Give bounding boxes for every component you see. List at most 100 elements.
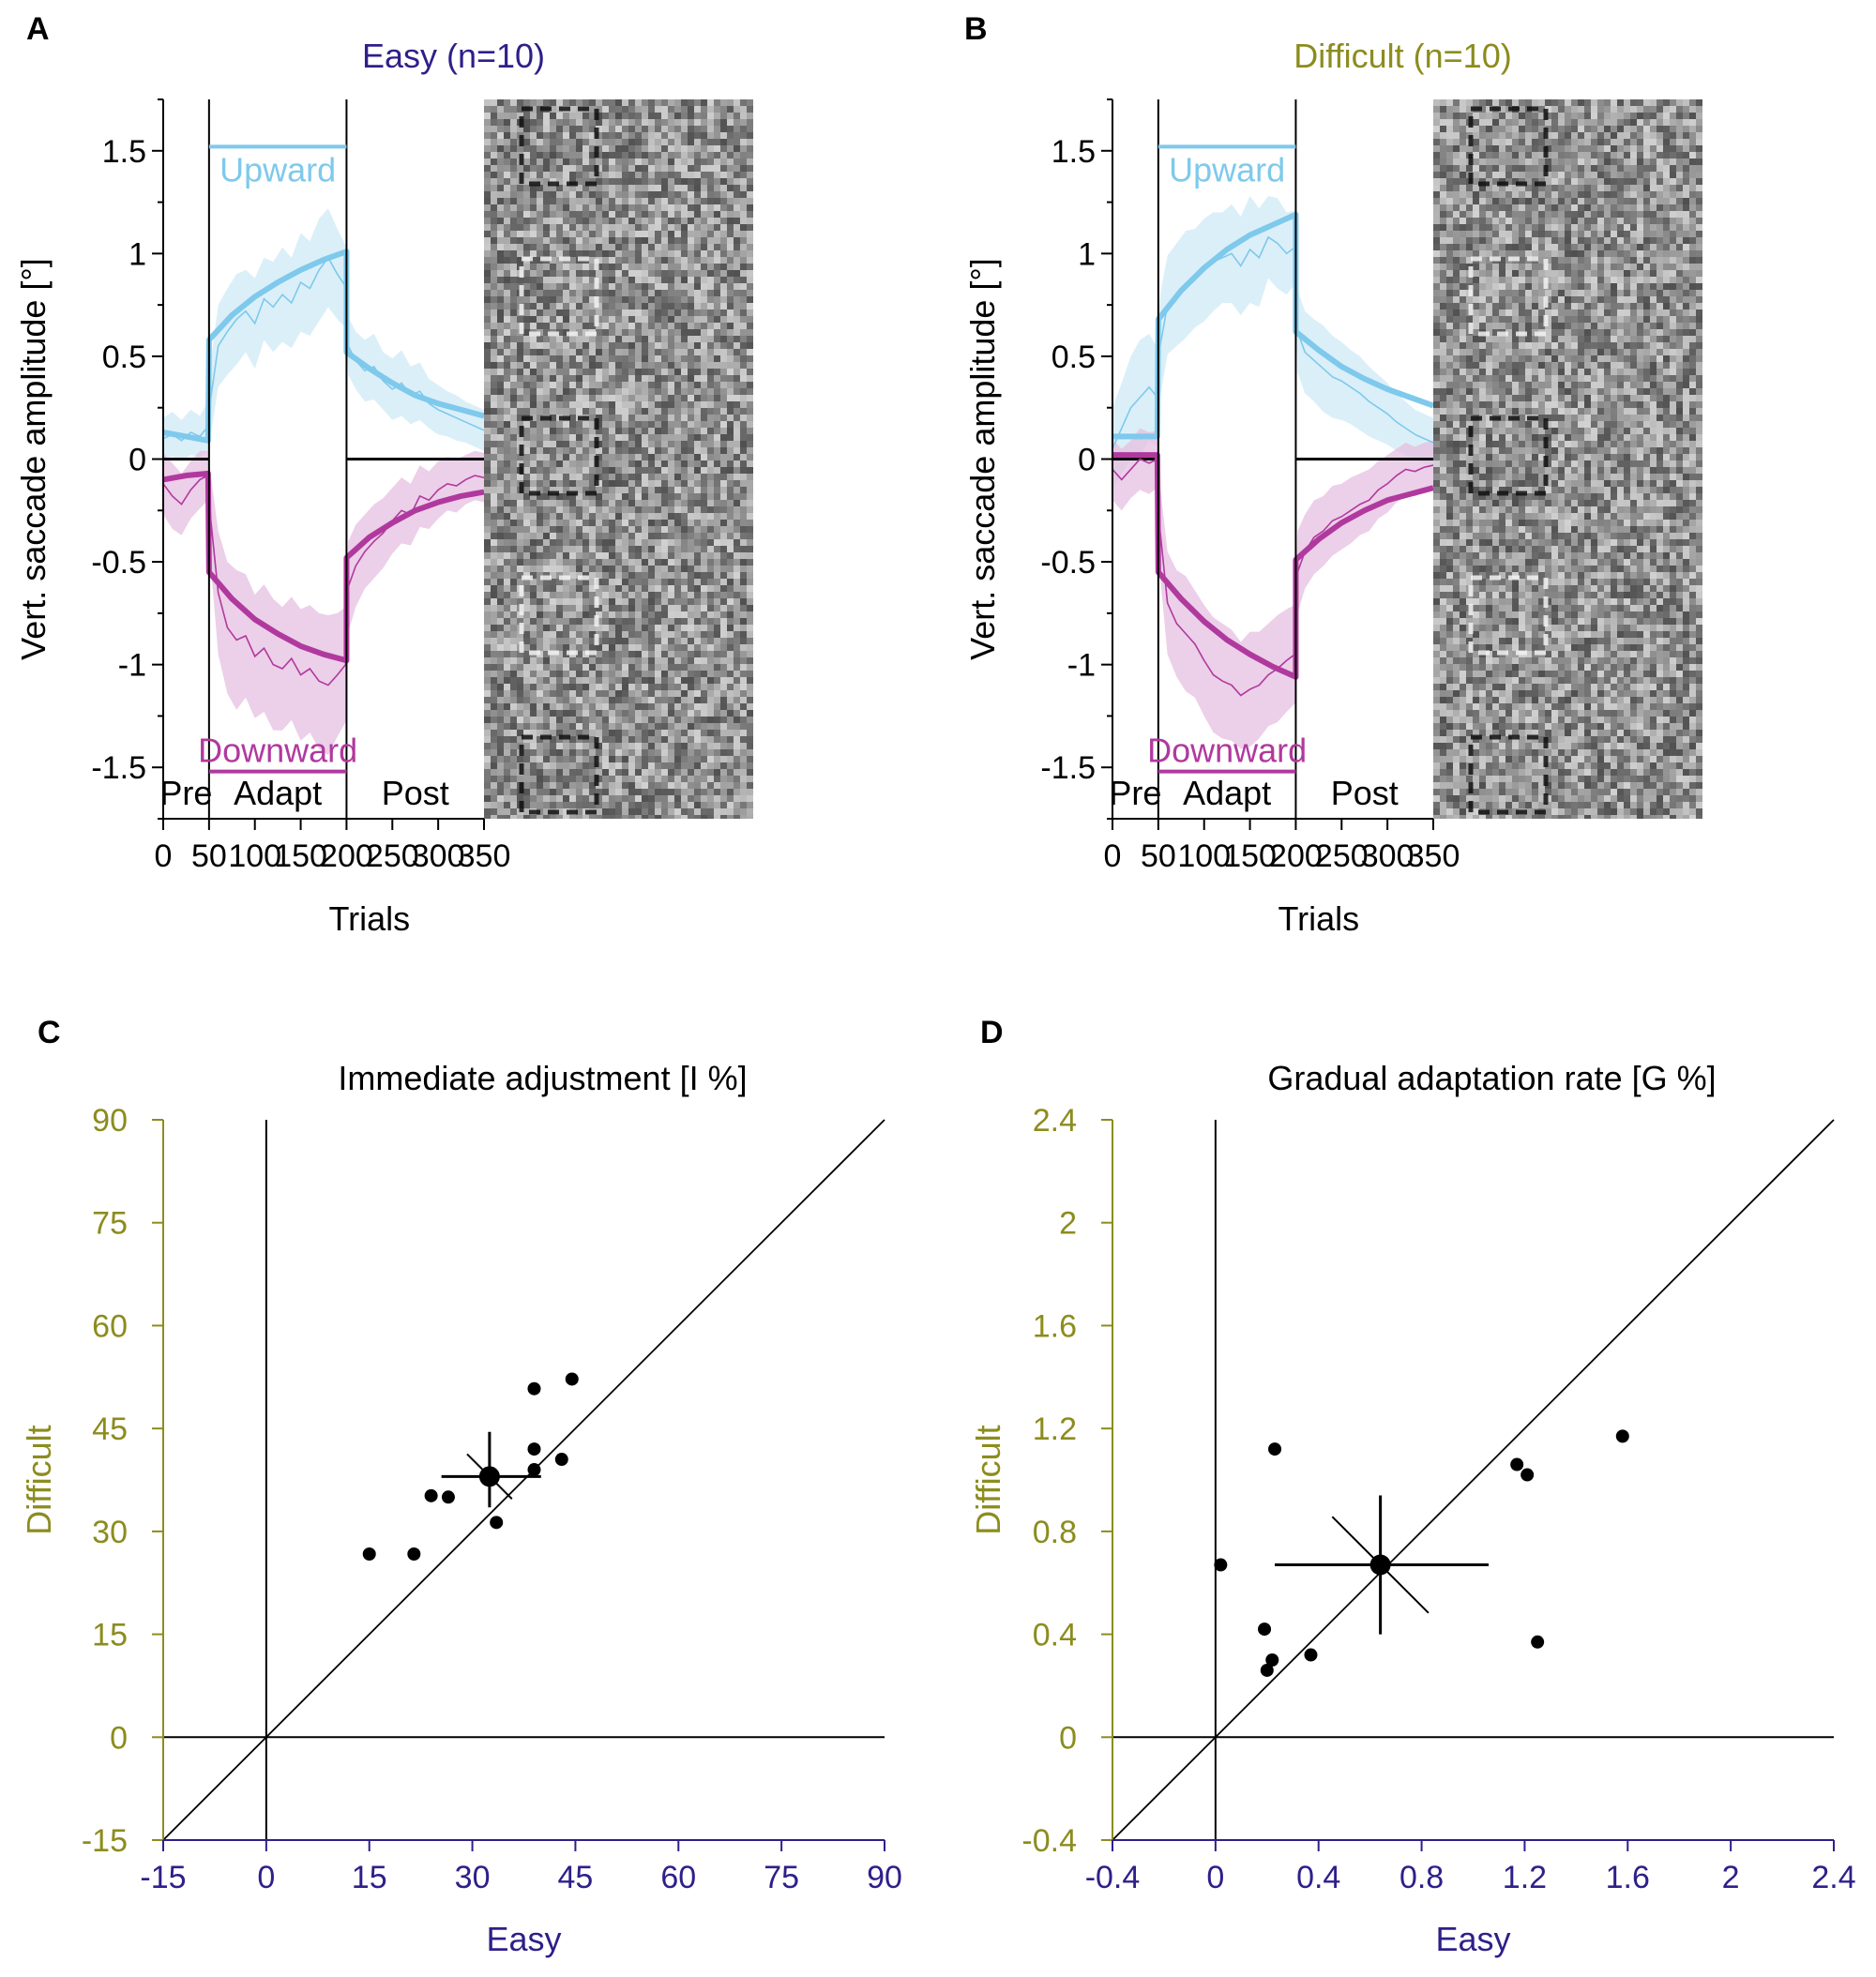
stimulus-square-4	[1468, 734, 1549, 815]
panel-letter-d: D	[980, 1015, 1004, 1050]
panel-d-gradual-adaptation-scatter: Gradual adaptation rate [G %] 2.4 2 1.6 1.2 0…	[969, 1059, 1856, 1958]
downward-sd-band	[1112, 428, 1433, 749]
chart-title: Immediate adjustment [I %]	[338, 1059, 747, 1097]
stimulus-square-1	[1468, 256, 1549, 337]
y-tick-label: 45	[92, 1411, 128, 1447]
y-tick-label: 0.4	[1033, 1618, 1077, 1653]
stimulus-square-0	[1468, 106, 1549, 187]
mean-point	[1369, 1554, 1391, 1576]
x-tick-label: 200	[1269, 838, 1323, 874]
y-tick-label: 0.8	[1033, 1515, 1077, 1550]
y-tick-label: 1.5	[1051, 134, 1096, 170]
phase-label: Pre	[159, 774, 212, 812]
x-tick-label: 30	[455, 1860, 491, 1895]
y-tick-label: 2	[1059, 1206, 1077, 1242]
x-tick-label: 0	[257, 1860, 275, 1895]
data-point	[424, 1488, 438, 1502]
x-tick-label: 90	[867, 1860, 902, 1895]
y-axis-label: Difficult	[969, 1425, 1007, 1534]
upward-mean-line	[1112, 235, 1434, 449]
data-point	[527, 1442, 541, 1456]
y-tick-label: -15	[82, 1823, 128, 1859]
panel-b-difficult-timecourse: Difficult (n=10) Upward Downward Pre Adapt Po…	[963, 37, 1702, 938]
phase-label: Post	[1331, 774, 1399, 812]
y-tick-label: 30	[92, 1515, 128, 1550]
y-tick-label: 1.5	[102, 134, 146, 170]
data-point	[407, 1547, 421, 1561]
data-point	[527, 1463, 541, 1477]
downward-label: Downward	[198, 732, 357, 770]
x-tick-label: 50	[191, 838, 227, 874]
stimulus-noise-image	[484, 99, 753, 819]
stimulus-square-4	[519, 734, 599, 815]
y-tick-label: -0.5	[1040, 545, 1096, 581]
x-tick-label: 350	[1407, 838, 1460, 874]
x-tick-label: 50	[1141, 838, 1176, 874]
stimulus-square-3	[519, 575, 599, 656]
x-tick-label: 45	[558, 1860, 594, 1895]
stimulus-square-0	[519, 106, 599, 187]
x-axis-label: Easy	[1435, 1920, 1510, 1958]
data-point	[565, 1372, 579, 1386]
x-tick-label: 1.6	[1606, 1860, 1650, 1895]
x-tick-label: 300	[412, 838, 465, 874]
panel-c-immediate-adjustment-scatter: Immediate adjustment [I %] 90 75 60 45 30 15 0 -…	[20, 1059, 902, 1958]
y-tick-label: 75	[92, 1206, 128, 1242]
y-tick-label: -1	[1067, 648, 1096, 684]
x-tick-label: 60	[660, 1860, 696, 1895]
x-tick-label: 0	[155, 838, 173, 874]
data-point	[362, 1547, 376, 1561]
x-tick-label: 150	[274, 838, 327, 874]
y-tick-label: 0	[129, 443, 146, 478]
phase-label: Adapt	[234, 774, 322, 812]
data-point	[490, 1516, 504, 1530]
stimulus-noise-image	[1433, 99, 1702, 819]
y-tick-label: 0.5	[102, 340, 146, 375]
y-tick-label: 1.2	[1033, 1411, 1077, 1447]
stimulus-square-3	[1468, 575, 1549, 656]
x-axis-label: Trials	[329, 899, 411, 938]
x-tick-label: 75	[764, 1860, 799, 1895]
data-point	[1268, 1442, 1282, 1456]
x-tick-label: -15	[140, 1860, 186, 1895]
upward-label: Upward	[219, 150, 336, 189]
y-tick-label: 0.5	[1051, 340, 1096, 375]
data-point	[1531, 1635, 1545, 1649]
data-point	[554, 1453, 568, 1467]
x-tick-label: 0	[1104, 838, 1122, 874]
stimulus-square-2	[1468, 415, 1549, 496]
y-tick-label: 0	[1078, 443, 1096, 478]
chart-title: Easy (n=10)	[362, 37, 545, 75]
y-tick-label: 1	[129, 236, 146, 272]
x-tick-label: 2.4	[1811, 1860, 1855, 1895]
identity-diagonal	[162, 1119, 885, 1841]
y-tick-label: -0.5	[91, 545, 146, 581]
y-tick-label: 60	[92, 1308, 128, 1344]
x-tick-label: 1.2	[1503, 1860, 1547, 1895]
downward-mean-line	[162, 474, 485, 687]
y-tick-label: -1.5	[91, 750, 146, 786]
data-point	[1520, 1468, 1535, 1482]
y-tick-label: 15	[92, 1618, 128, 1653]
upward-label: Upward	[1169, 150, 1285, 189]
upward-sd-band	[1112, 195, 1433, 490]
y-tick-label: -0.4	[1021, 1823, 1077, 1859]
upward-sd-band	[163, 208, 484, 461]
y-tick-label: 2.4	[1033, 1103, 1077, 1139]
x-tick-label: 100	[1177, 838, 1231, 874]
x-tick-label: 2	[1722, 1860, 1740, 1895]
data-point	[441, 1490, 455, 1504]
y-tick-label: 0	[1059, 1720, 1077, 1756]
x-tick-label: 250	[366, 838, 419, 874]
x-tick-label: 0	[1206, 1860, 1224, 1895]
y-tick-label: 90	[92, 1103, 128, 1139]
data-point	[1265, 1653, 1279, 1667]
y-tick-label: -1	[118, 648, 146, 684]
x-tick-label: 15	[352, 1860, 387, 1895]
panel-letter-c: C	[38, 1015, 61, 1050]
x-axis-label: Trials	[1278, 899, 1360, 938]
y-tick-label: 1.6	[1033, 1308, 1077, 1344]
mean-point	[478, 1466, 500, 1487]
y-axis-label: Difficult	[20, 1425, 58, 1534]
